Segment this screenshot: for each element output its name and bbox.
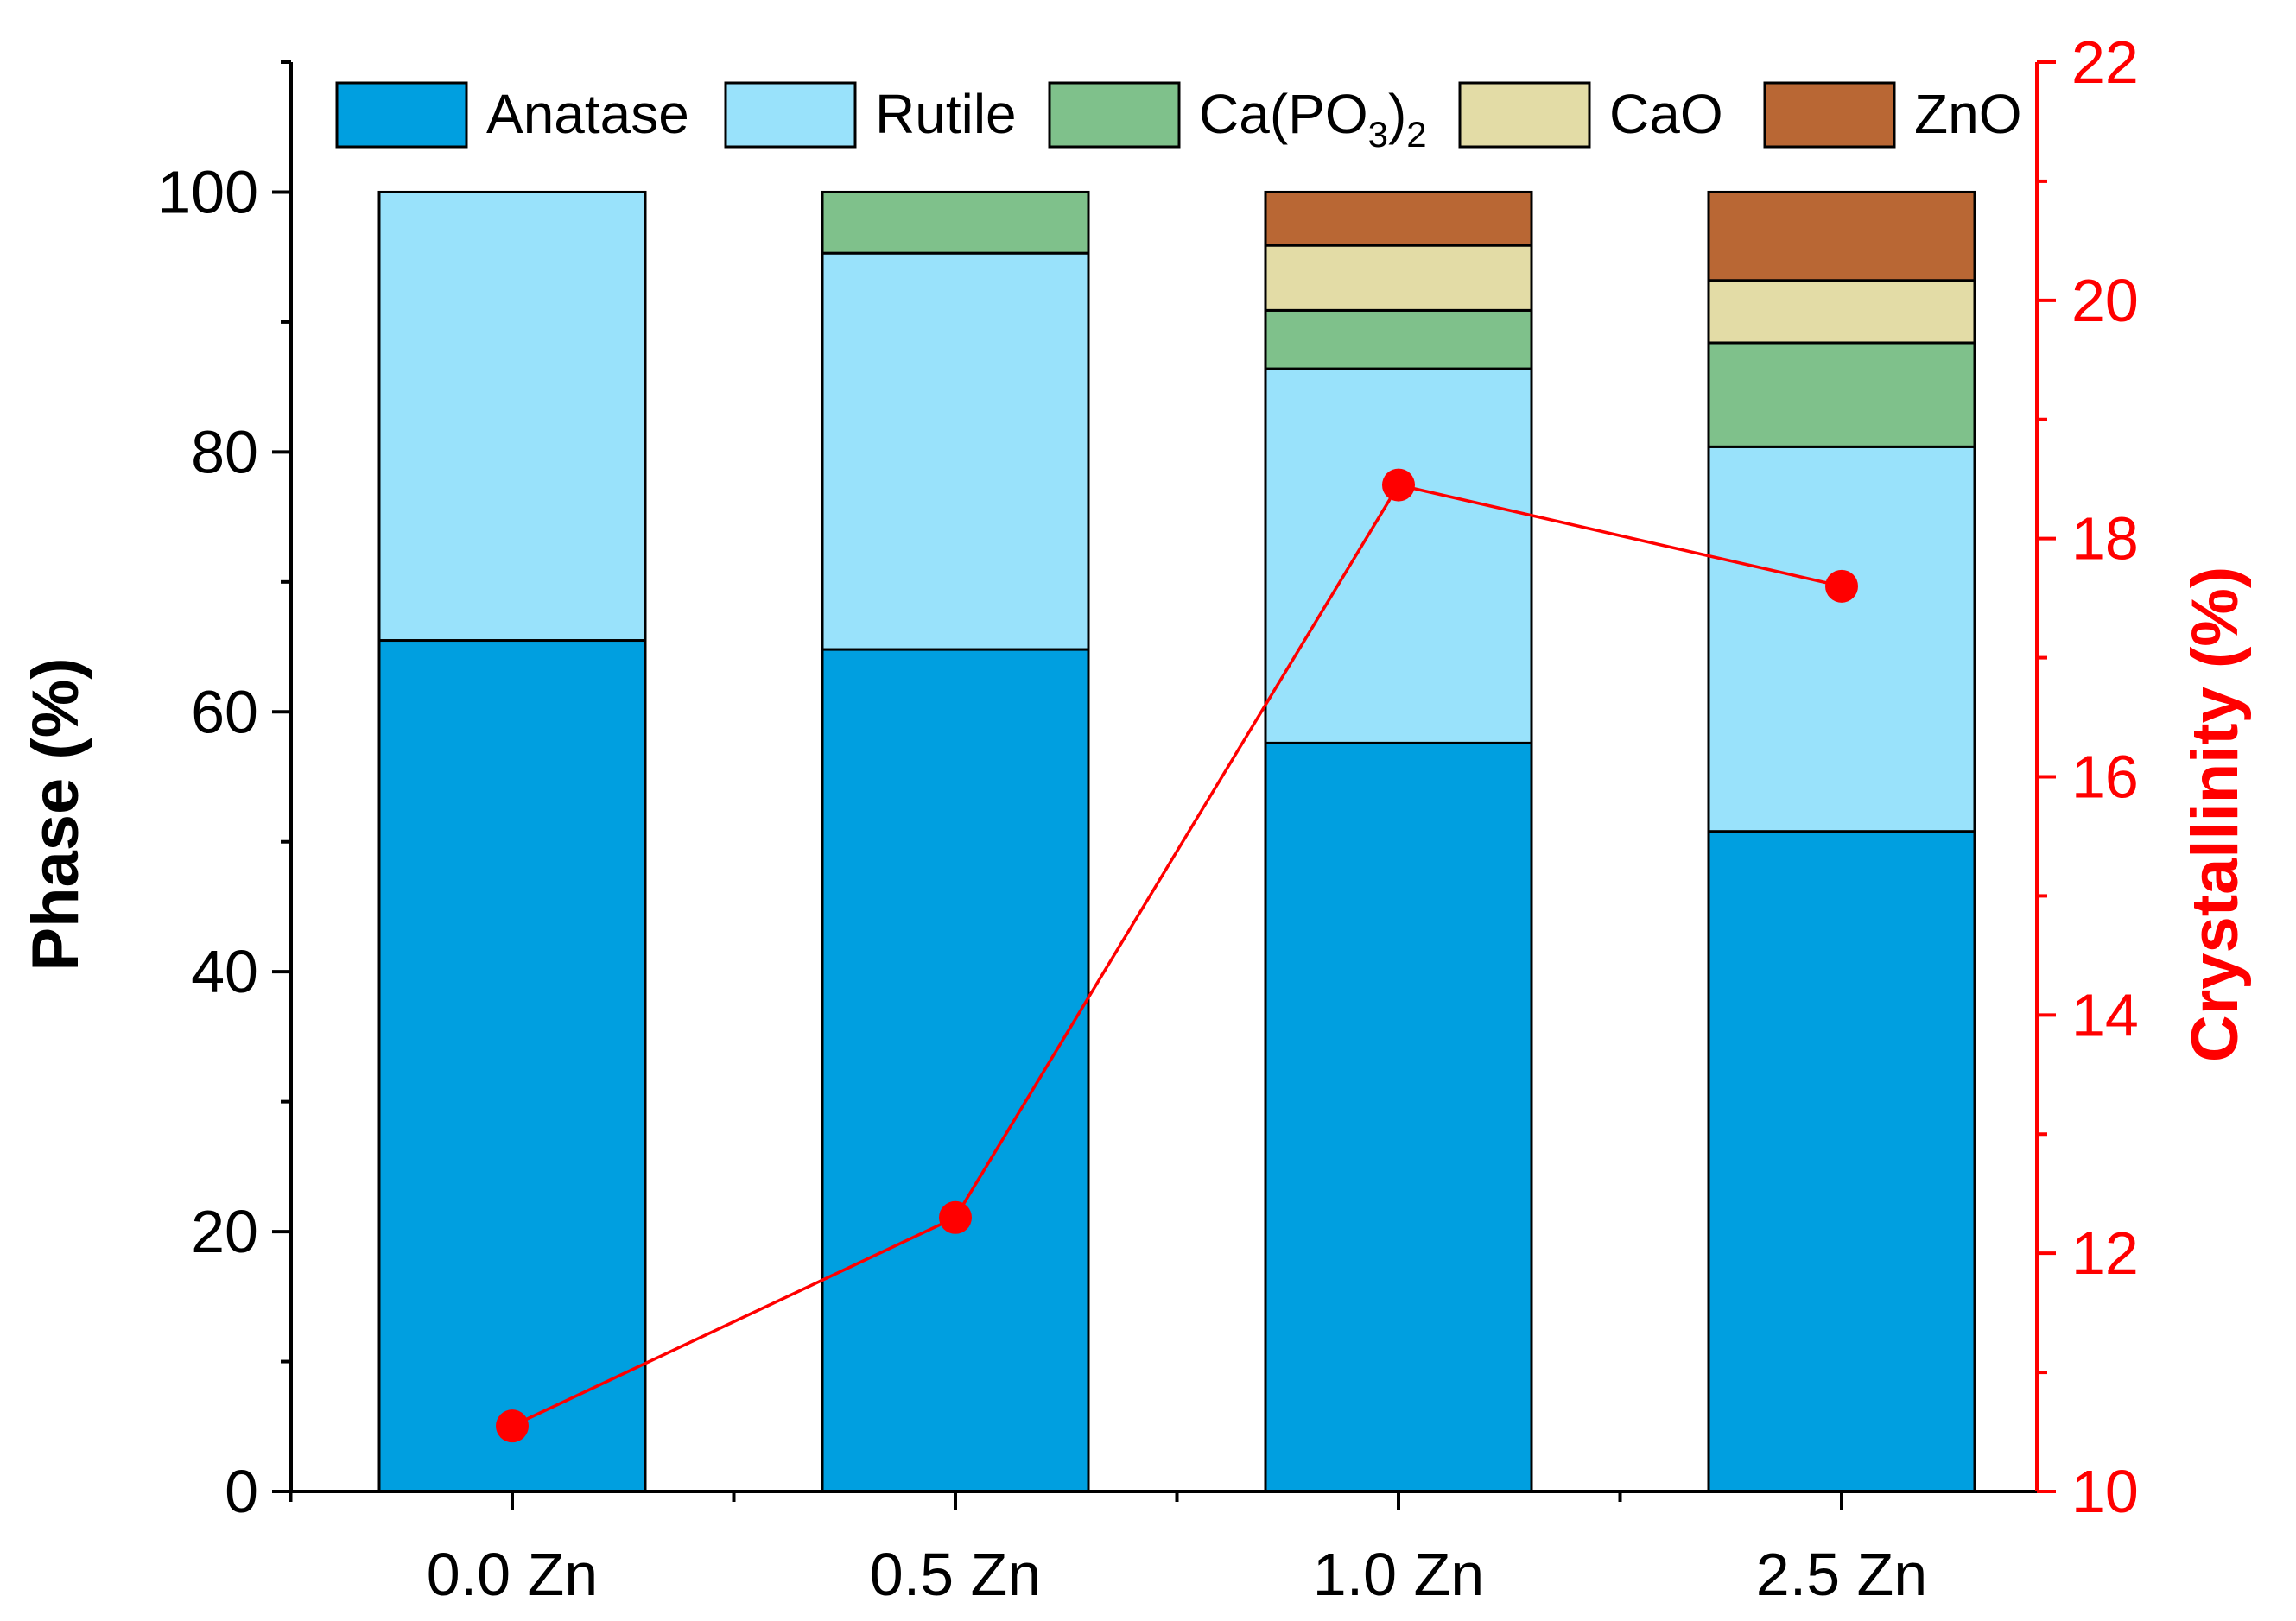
bar-segment-anatase-3 [1707, 830, 1976, 1493]
legend-swatch-capo32 [1048, 81, 1181, 149]
x-tick-label-0: 0.0 Zn [427, 1541, 598, 1608]
y-right-tick-label-16: 16 [2071, 744, 2139, 811]
bar-segment-cao-2 [1264, 244, 1533, 312]
bar-segment-anatase-0 [377, 639, 647, 1493]
legend-label-cao: CaO [1609, 83, 1723, 145]
y-tick-label-80: 80 [191, 418, 258, 485]
x-tick-label-3: 2.5 Zn [1756, 1541, 1927, 1608]
bar-segment-cao-3 [1707, 279, 1976, 345]
crystallinity-point-2 [1382, 468, 1415, 502]
x-tick-label-1: 0.5 Zn [870, 1541, 1041, 1608]
legend: Anatase Rutile Ca(PO3)2 CaO ZnO [335, 81, 2021, 155]
legend-label-anatase: Anatase [486, 83, 689, 145]
legend-label-zno: ZnO [1914, 83, 2021, 145]
bar-segment-anatase-2 [1264, 741, 1533, 1493]
y-right-tick-label-14: 14 [2071, 981, 2139, 1048]
x-tick-label-2: 1.0 Zn [1313, 1541, 1484, 1608]
bar-segment-rutile-1 [821, 251, 1090, 651]
y-tick-label-60: 60 [191, 678, 258, 745]
bar-segment-zno-2 [1264, 190, 1533, 247]
legend-swatch-zno [1763, 81, 1896, 149]
bar-segment-capo32-2 [1264, 308, 1533, 370]
legend-swatch-rutile [724, 81, 857, 149]
bar-segment-capo32-1 [821, 190, 1090, 255]
y-tick-label-20: 20 [191, 1198, 258, 1265]
bar-segment-rutile-3 [1707, 445, 1976, 833]
y-right-tick-label-18: 18 [2071, 505, 2139, 573]
y-tick-label-40: 40 [191, 938, 258, 1005]
axes-layer: 0 20 40 60 80 100 10 12 14 16 18 20 22 0.0 Zn 0.5 Zn 1.… [157, 28, 2139, 1608]
y-right-tick-label-10: 10 [2071, 1458, 2139, 1525]
y-tick-label-0: 0 [225, 1458, 258, 1525]
y-right-tick-label-20: 20 [2071, 267, 2139, 334]
y-axis-title-left: Phase (%) [19, 657, 92, 971]
bar-segment-capo32-3 [1707, 341, 1976, 448]
bar-segment-anatase-1 [821, 648, 1090, 1493]
legend-label-capo32: Ca(PO3)2 [1199, 83, 1427, 155]
bar-segment-rutile-0 [377, 190, 647, 643]
crystallinity-point-1 [939, 1200, 972, 1234]
crystallinity-point-3 [1825, 569, 1858, 603]
legend-swatch-anatase [335, 81, 468, 149]
y-axis-title-right: Crystallinity (%) [2179, 567, 2252, 1062]
crystallinity-line [511, 483, 1843, 1428]
crystallinity-line-layer [496, 468, 1858, 1443]
crystallinity-point-0 [496, 1409, 529, 1443]
bars-layer [377, 190, 1976, 1493]
legend-label-rutile: Rutile [875, 83, 1017, 145]
bar-segment-zno-3 [1707, 190, 1976, 282]
y-right-tick-label-22: 22 [2071, 28, 2139, 96]
y-right-tick-label-12: 12 [2071, 1219, 2139, 1287]
legend-swatch-cao [1458, 81, 1591, 149]
y-tick-label-100: 100 [157, 158, 258, 225]
bar-segment-rutile-2 [1264, 367, 1533, 744]
